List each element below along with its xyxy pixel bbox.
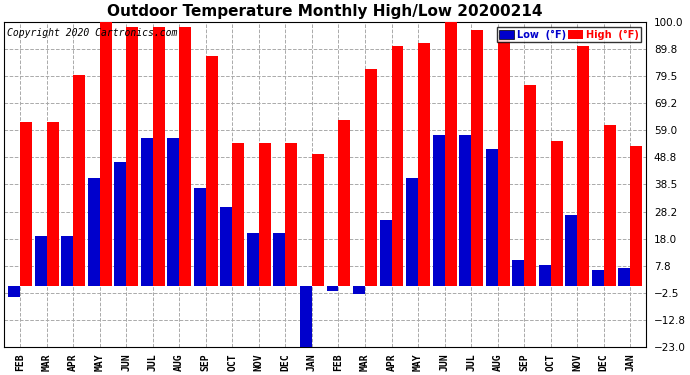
- Bar: [471, 30, 483, 286]
- Bar: [630, 146, 642, 286]
- Bar: [406, 178, 418, 286]
- Bar: [365, 69, 377, 286]
- Bar: [604, 125, 615, 286]
- Bar: [459, 135, 471, 286]
- Bar: [34, 236, 47, 286]
- Bar: [565, 215, 578, 286]
- Bar: [497, 40, 509, 286]
- Bar: [512, 260, 524, 286]
- Bar: [578, 45, 589, 286]
- Bar: [444, 22, 457, 286]
- Bar: [194, 188, 206, 286]
- Bar: [206, 56, 218, 286]
- Bar: [273, 233, 286, 286]
- Title: Outdoor Temperature Monthly High/Low 20200214: Outdoor Temperature Monthly High/Low 202…: [108, 4, 543, 19]
- Bar: [391, 45, 404, 286]
- Bar: [380, 220, 391, 286]
- Bar: [418, 43, 430, 286]
- Bar: [179, 27, 191, 286]
- Bar: [168, 138, 179, 286]
- Bar: [115, 162, 126, 286]
- Bar: [433, 135, 444, 286]
- Bar: [353, 286, 365, 294]
- Bar: [486, 148, 497, 286]
- Bar: [88, 178, 99, 286]
- Bar: [73, 75, 85, 286]
- Bar: [524, 85, 536, 286]
- Bar: [141, 138, 152, 286]
- Bar: [152, 27, 165, 286]
- Bar: [312, 154, 324, 286]
- Bar: [233, 143, 244, 286]
- Bar: [126, 27, 138, 286]
- Bar: [339, 120, 351, 286]
- Bar: [61, 236, 73, 286]
- Bar: [551, 141, 562, 286]
- Bar: [47, 122, 59, 286]
- Bar: [20, 122, 32, 286]
- Bar: [247, 233, 259, 286]
- Bar: [99, 11, 112, 286]
- Bar: [259, 143, 270, 286]
- Bar: [618, 268, 630, 286]
- Bar: [220, 207, 233, 286]
- Legend: Low  (°F), High  (°F): Low (°F), High (°F): [497, 27, 641, 42]
- Bar: [8, 286, 20, 297]
- Bar: [539, 265, 551, 286]
- Text: Copyright 2020 Cartronics.com: Copyright 2020 Cartronics.com: [8, 28, 178, 38]
- Bar: [326, 286, 339, 291]
- Bar: [286, 143, 297, 286]
- Bar: [300, 286, 312, 347]
- Bar: [592, 270, 604, 286]
